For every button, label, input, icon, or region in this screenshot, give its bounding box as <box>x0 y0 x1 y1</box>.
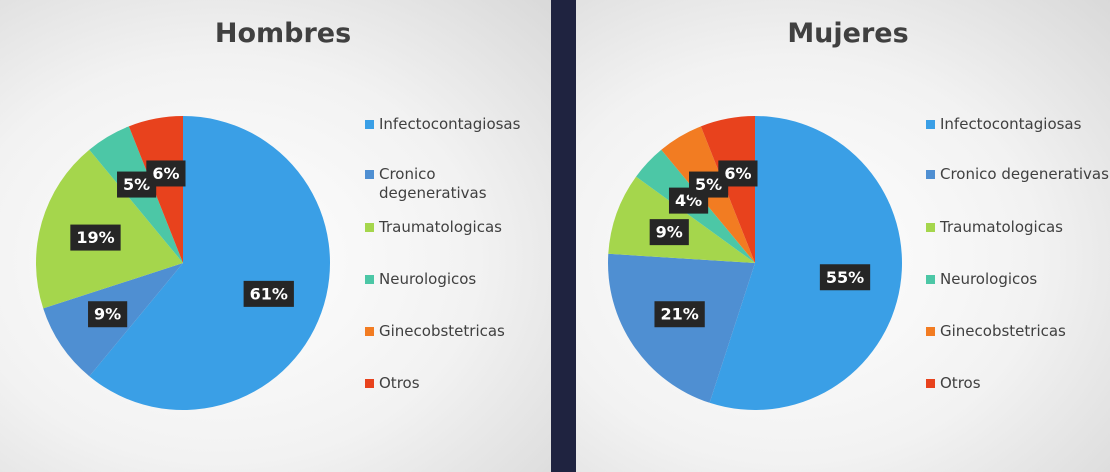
legend-swatch <box>365 170 374 179</box>
label-box <box>718 160 758 187</box>
legend-item: Traumatologicas <box>926 218 1110 237</box>
data-label: 55% <box>826 268 864 287</box>
data-label: 61% <box>250 284 288 303</box>
data-label: 19% <box>76 228 114 247</box>
chart-title: Hombres <box>215 18 351 49</box>
legend-label: Traumatologicas <box>379 218 502 236</box>
legend-item: Infectocontagiosas <box>926 115 1110 134</box>
legend-item: Cronico degenerativas <box>926 165 1110 184</box>
label-box <box>146 160 186 187</box>
legend-label: Traumatologicas <box>940 218 1063 236</box>
label-box <box>88 301 128 328</box>
legend-label: Cronico degenerativas <box>379 165 487 202</box>
data-label: 9% <box>656 223 683 242</box>
legend-swatch <box>365 223 374 232</box>
legend-swatch <box>365 275 374 284</box>
label-box <box>243 280 294 307</box>
legend-item: Infectocontagiosas <box>365 115 531 134</box>
legend-item: Otros <box>926 374 1110 393</box>
legend-swatch <box>926 170 935 179</box>
legend-swatch <box>926 275 935 284</box>
legend-item: Neurologicos <box>365 270 531 289</box>
label-box <box>819 264 871 291</box>
legend-label: Infectocontagiosas <box>379 115 521 133</box>
pie-slice <box>608 253 755 403</box>
legend-swatch <box>365 327 374 336</box>
legend-swatch <box>365 120 374 129</box>
legend-label: Cronico degenerativas <box>940 165 1109 183</box>
data-label: 6% <box>152 164 179 183</box>
data-label: 21% <box>660 305 698 324</box>
pie-slice <box>89 116 331 410</box>
legend-item: Cronico degenerativas <box>365 165 531 203</box>
legend-label: Ginecobstetricas <box>379 322 505 340</box>
legend-label: Ginecobstetricas <box>940 322 1066 340</box>
legend-swatch <box>926 120 935 129</box>
data-label: 5% <box>123 175 150 194</box>
chart-title: Mujeres <box>787 18 908 49</box>
legend-label: Infectocontagiosas <box>940 115 1082 133</box>
data-label: 9% <box>94 305 121 324</box>
pie-slice <box>709 116 902 410</box>
legend-swatch <box>926 223 935 232</box>
label-box <box>70 224 121 251</box>
legend-item: Ginecobstetricas <box>926 322 1110 341</box>
legend-label: Otros <box>379 374 420 392</box>
legend-item: Ginecobstetricas <box>365 322 531 341</box>
label-box <box>654 301 705 328</box>
legend-item: Otros <box>365 374 531 393</box>
data-label: 6% <box>724 164 751 183</box>
legend-swatch <box>926 379 935 388</box>
data-label: 5% <box>695 175 722 194</box>
legend-label: Otros <box>940 374 981 392</box>
legend-label: Neurologicos <box>379 270 477 288</box>
label-box <box>649 219 689 246</box>
legend-swatch <box>926 327 935 336</box>
legend-swatch <box>365 379 374 388</box>
legend-item: Neurologicos <box>926 270 1110 289</box>
legend-label: Neurologicos <box>940 270 1038 288</box>
legend-item: Traumatologicas <box>365 218 531 237</box>
